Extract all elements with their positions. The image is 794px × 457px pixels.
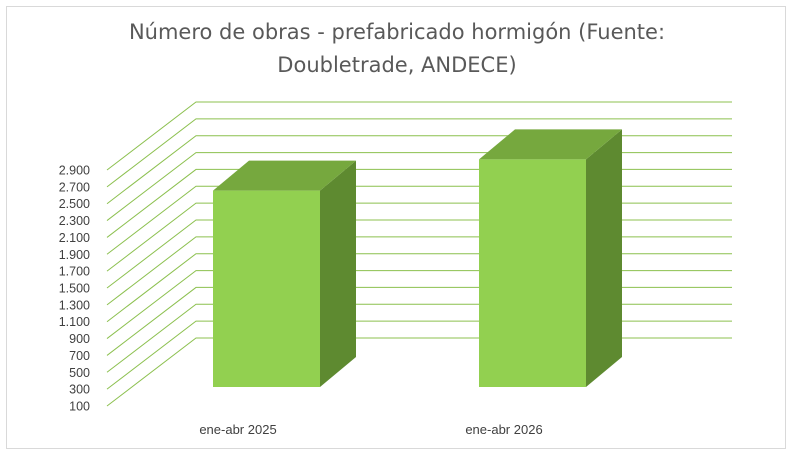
bar-side [586, 129, 622, 387]
y-tick-label: 1.100 [59, 315, 90, 329]
gridline [106, 320, 732, 390]
y-tick-label: 1.300 [59, 298, 90, 312]
y-axis-ticks: 2.900 2.700 2.500 2.300 2.100 1.900 1.700 1.500… [59, 164, 90, 414]
y-tick-label: 2.900 [59, 164, 90, 178]
x-axis-categories: ene-abr 2025 ene-abr 2026 [199, 422, 542, 437]
bar [479, 129, 622, 387]
y-tick-label: 900 [69, 332, 90, 346]
chart-title-line-1: Número de obras - prefabricado hormigón … [128, 20, 666, 44]
y-tick-label: 1.500 [59, 282, 90, 296]
bar-top [213, 160, 356, 191]
gridline [106, 337, 732, 407]
gridline [106, 101, 732, 171]
y-tick-label: 500 [69, 366, 90, 380]
bar-front [479, 159, 586, 387]
y-tick-label: 300 [69, 383, 90, 397]
y-tick-label: 700 [69, 349, 90, 363]
x-category-label: ene-abr 2025 [199, 422, 276, 437]
bars [213, 129, 622, 387]
y-tick-label: 2.100 [59, 231, 90, 245]
y-tick-label: 2.300 [59, 214, 90, 228]
y-tick-label: 2.700 [59, 180, 90, 194]
x-category-label: ene-abr 2026 [465, 422, 542, 437]
chart-area [6, 6, 786, 449]
y-tick-label: 1.700 [59, 265, 90, 279]
chart-title-line-2: Doubletrade, ANDECE) [277, 53, 517, 77]
bar-side [320, 160, 356, 387]
gridlines [106, 101, 732, 407]
bar [213, 160, 356, 387]
bar-front [213, 190, 320, 387]
bar-top [479, 129, 622, 160]
y-tick-label: 1.900 [59, 248, 90, 262]
chart-title: Número de obras - prefabricado hormigón … [0, 16, 794, 82]
y-tick-label: 100 [69, 400, 90, 414]
y-tick-label: 2.500 [59, 197, 90, 211]
gridline [106, 118, 732, 188]
